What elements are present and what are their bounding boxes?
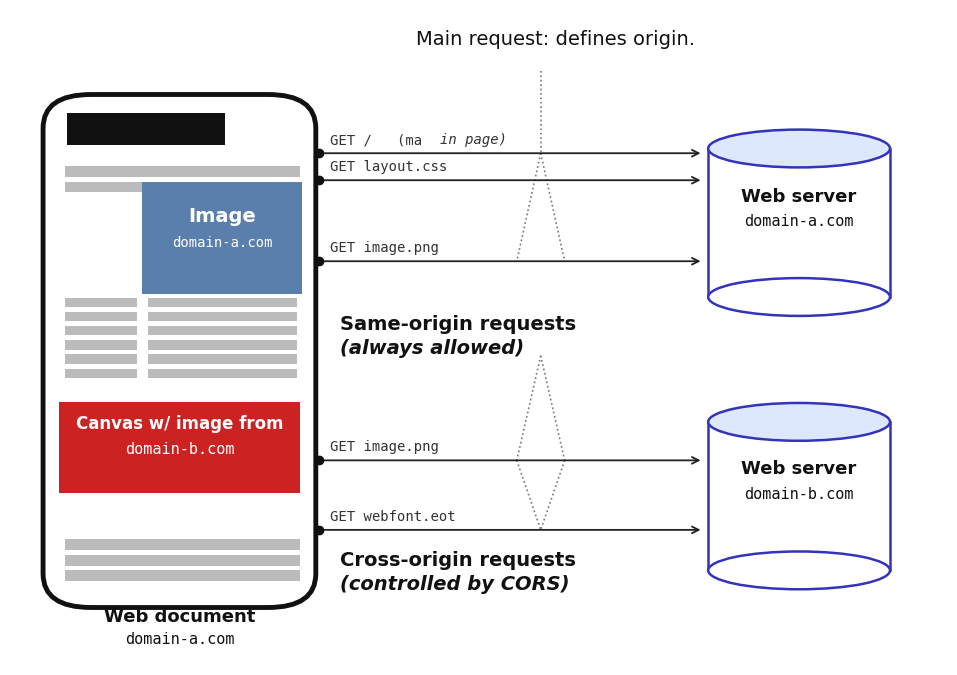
Text: GET image.png: GET image.png [330, 440, 439, 454]
Bar [148, 298, 297, 307]
Text: GET webfont.eot: GET webfont.eot [330, 510, 456, 524]
Text: Canvas w/ image from: Canvas w/ image from [77, 415, 283, 433]
Text: Web document: Web document [104, 608, 256, 626]
Bar [65, 298, 137, 307]
Text: domain-b.com: domain-b.com [745, 487, 854, 502]
Bar [65, 539, 300, 550]
Bar [65, 312, 137, 321]
Text: Web server: Web server [742, 188, 857, 206]
Bar [65, 340, 137, 350]
Text: Web server: Web server [742, 460, 857, 478]
Text: domain-a.com: domain-a.com [171, 236, 273, 250]
Bar [148, 312, 297, 321]
FancyBboxPatch shape [43, 95, 316, 608]
Bar [59, 402, 300, 493]
Bar [65, 570, 300, 581]
Bar [67, 113, 225, 145]
Text: in page): in page) [440, 133, 507, 147]
Text: GET image.png: GET image.png [330, 241, 439, 255]
Bar [148, 354, 297, 364]
Text: Same-origin requests: Same-origin requests [340, 315, 576, 334]
Text: Main request: defines origin.: Main request: defines origin. [416, 30, 696, 49]
Bar [708, 148, 890, 297]
Text: Image: Image [189, 207, 256, 226]
Text: GET layout.css: GET layout.css [330, 160, 448, 174]
Ellipse shape [708, 403, 890, 441]
Bar [65, 326, 137, 335]
Ellipse shape [708, 278, 890, 316]
Bar [148, 326, 297, 335]
Text: Cross-origin requests: Cross-origin requests [340, 551, 575, 570]
Text: domain-b.com: domain-b.com [125, 442, 234, 457]
Ellipse shape [708, 130, 890, 167]
Ellipse shape [708, 551, 890, 589]
Text: GET /   (ma: GET / (ma [330, 133, 422, 147]
Bar [708, 422, 890, 570]
Text: domain-a.com: domain-a.com [745, 215, 854, 230]
Text: (always allowed): (always allowed) [340, 339, 523, 358]
Bar [148, 369, 297, 378]
Text: (controlled by CORS): (controlled by CORS) [340, 575, 569, 594]
Bar [65, 354, 137, 364]
Bar [65, 369, 137, 378]
Bar [65, 182, 300, 192]
Bar [148, 340, 297, 350]
Bar [65, 555, 300, 566]
Text: domain-a.com: domain-a.com [125, 632, 234, 647]
Bar [142, 182, 302, 294]
Bar [65, 166, 300, 177]
